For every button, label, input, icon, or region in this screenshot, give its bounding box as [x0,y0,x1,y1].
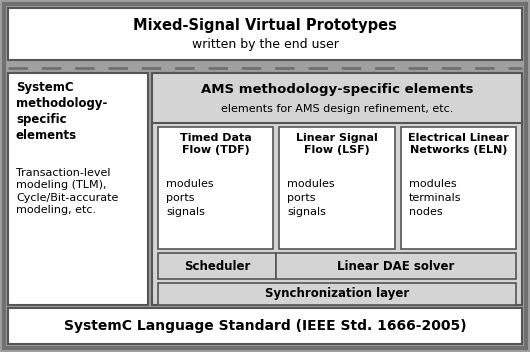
Text: Linear Signal
Flow (LSF): Linear Signal Flow (LSF) [296,133,378,155]
Bar [8,308,522,344]
Bar [158,283,516,305]
Text: SystemC Language Standard (IEEE Std. 1666-2005): SystemC Language Standard (IEEE Std. 166… [64,319,466,333]
Text: Electrical Linear
Networks (ELN): Electrical Linear Networks (ELN) [408,133,509,155]
Bar [152,73,522,305]
Text: Scheduler: Scheduler [184,259,250,272]
Text: modules
terminals
nodes: modules terminals nodes [409,179,461,217]
Bar [152,73,522,123]
Bar [158,127,273,249]
Text: Linear DAE solver: Linear DAE solver [338,259,455,272]
Text: modules
ports
signals: modules ports signals [287,179,335,217]
Text: AMS methodology-specific elements: AMS methodology-specific elements [201,82,473,95]
Bar [8,8,522,60]
Bar [279,127,395,249]
Text: Timed Data
Flow (TDF): Timed Data Flow (TDF) [180,133,252,155]
Text: SystemC
methodology-
specific
elements: SystemC methodology- specific elements [16,81,108,142]
Text: elements for AMS design refinement, etc.: elements for AMS design refinement, etc. [221,104,453,114]
Bar [8,73,148,305]
Text: Synchronization layer: Synchronization layer [265,288,409,301]
Text: Transaction-level
modeling (TLM),
Cycle/Bit-accurate
modeling, etc.: Transaction-level modeling (TLM), Cycle/… [16,168,118,215]
Text: modules
ports
signals: modules ports signals [166,179,214,217]
Bar [158,253,276,279]
Text: written by the end user: written by the end user [191,38,339,51]
Text: Mixed-Signal Virtual Prototypes: Mixed-Signal Virtual Prototypes [133,18,397,33]
Bar [401,127,516,249]
Bar [276,253,516,279]
